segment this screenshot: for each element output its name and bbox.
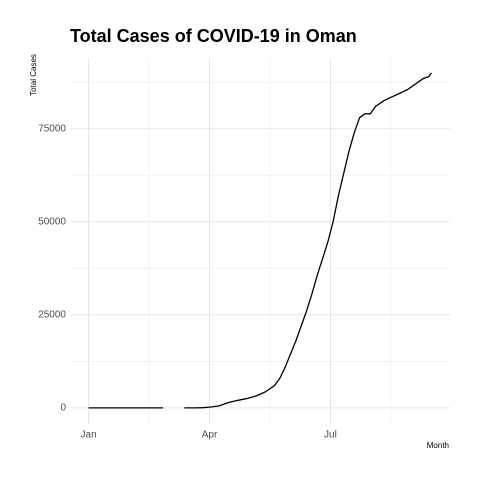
data-line <box>88 72 432 409</box>
x-tick-label: Apr <box>202 430 218 441</box>
x-axis-label: Month <box>427 441 449 450</box>
y-tick-label: 50000 <box>38 216 66 227</box>
y-tick-label: 0 <box>60 403 66 414</box>
y-tick-label: 25000 <box>38 309 66 320</box>
y-axis-label: Total Cases <box>29 54 38 96</box>
x-tick-label: Jan <box>81 430 97 441</box>
y-tick-label: 75000 <box>38 123 66 134</box>
chart-title: Total Cases of COVID-19 in Oman <box>70 26 357 46</box>
x-tick-label: Jul <box>324 430 337 441</box>
